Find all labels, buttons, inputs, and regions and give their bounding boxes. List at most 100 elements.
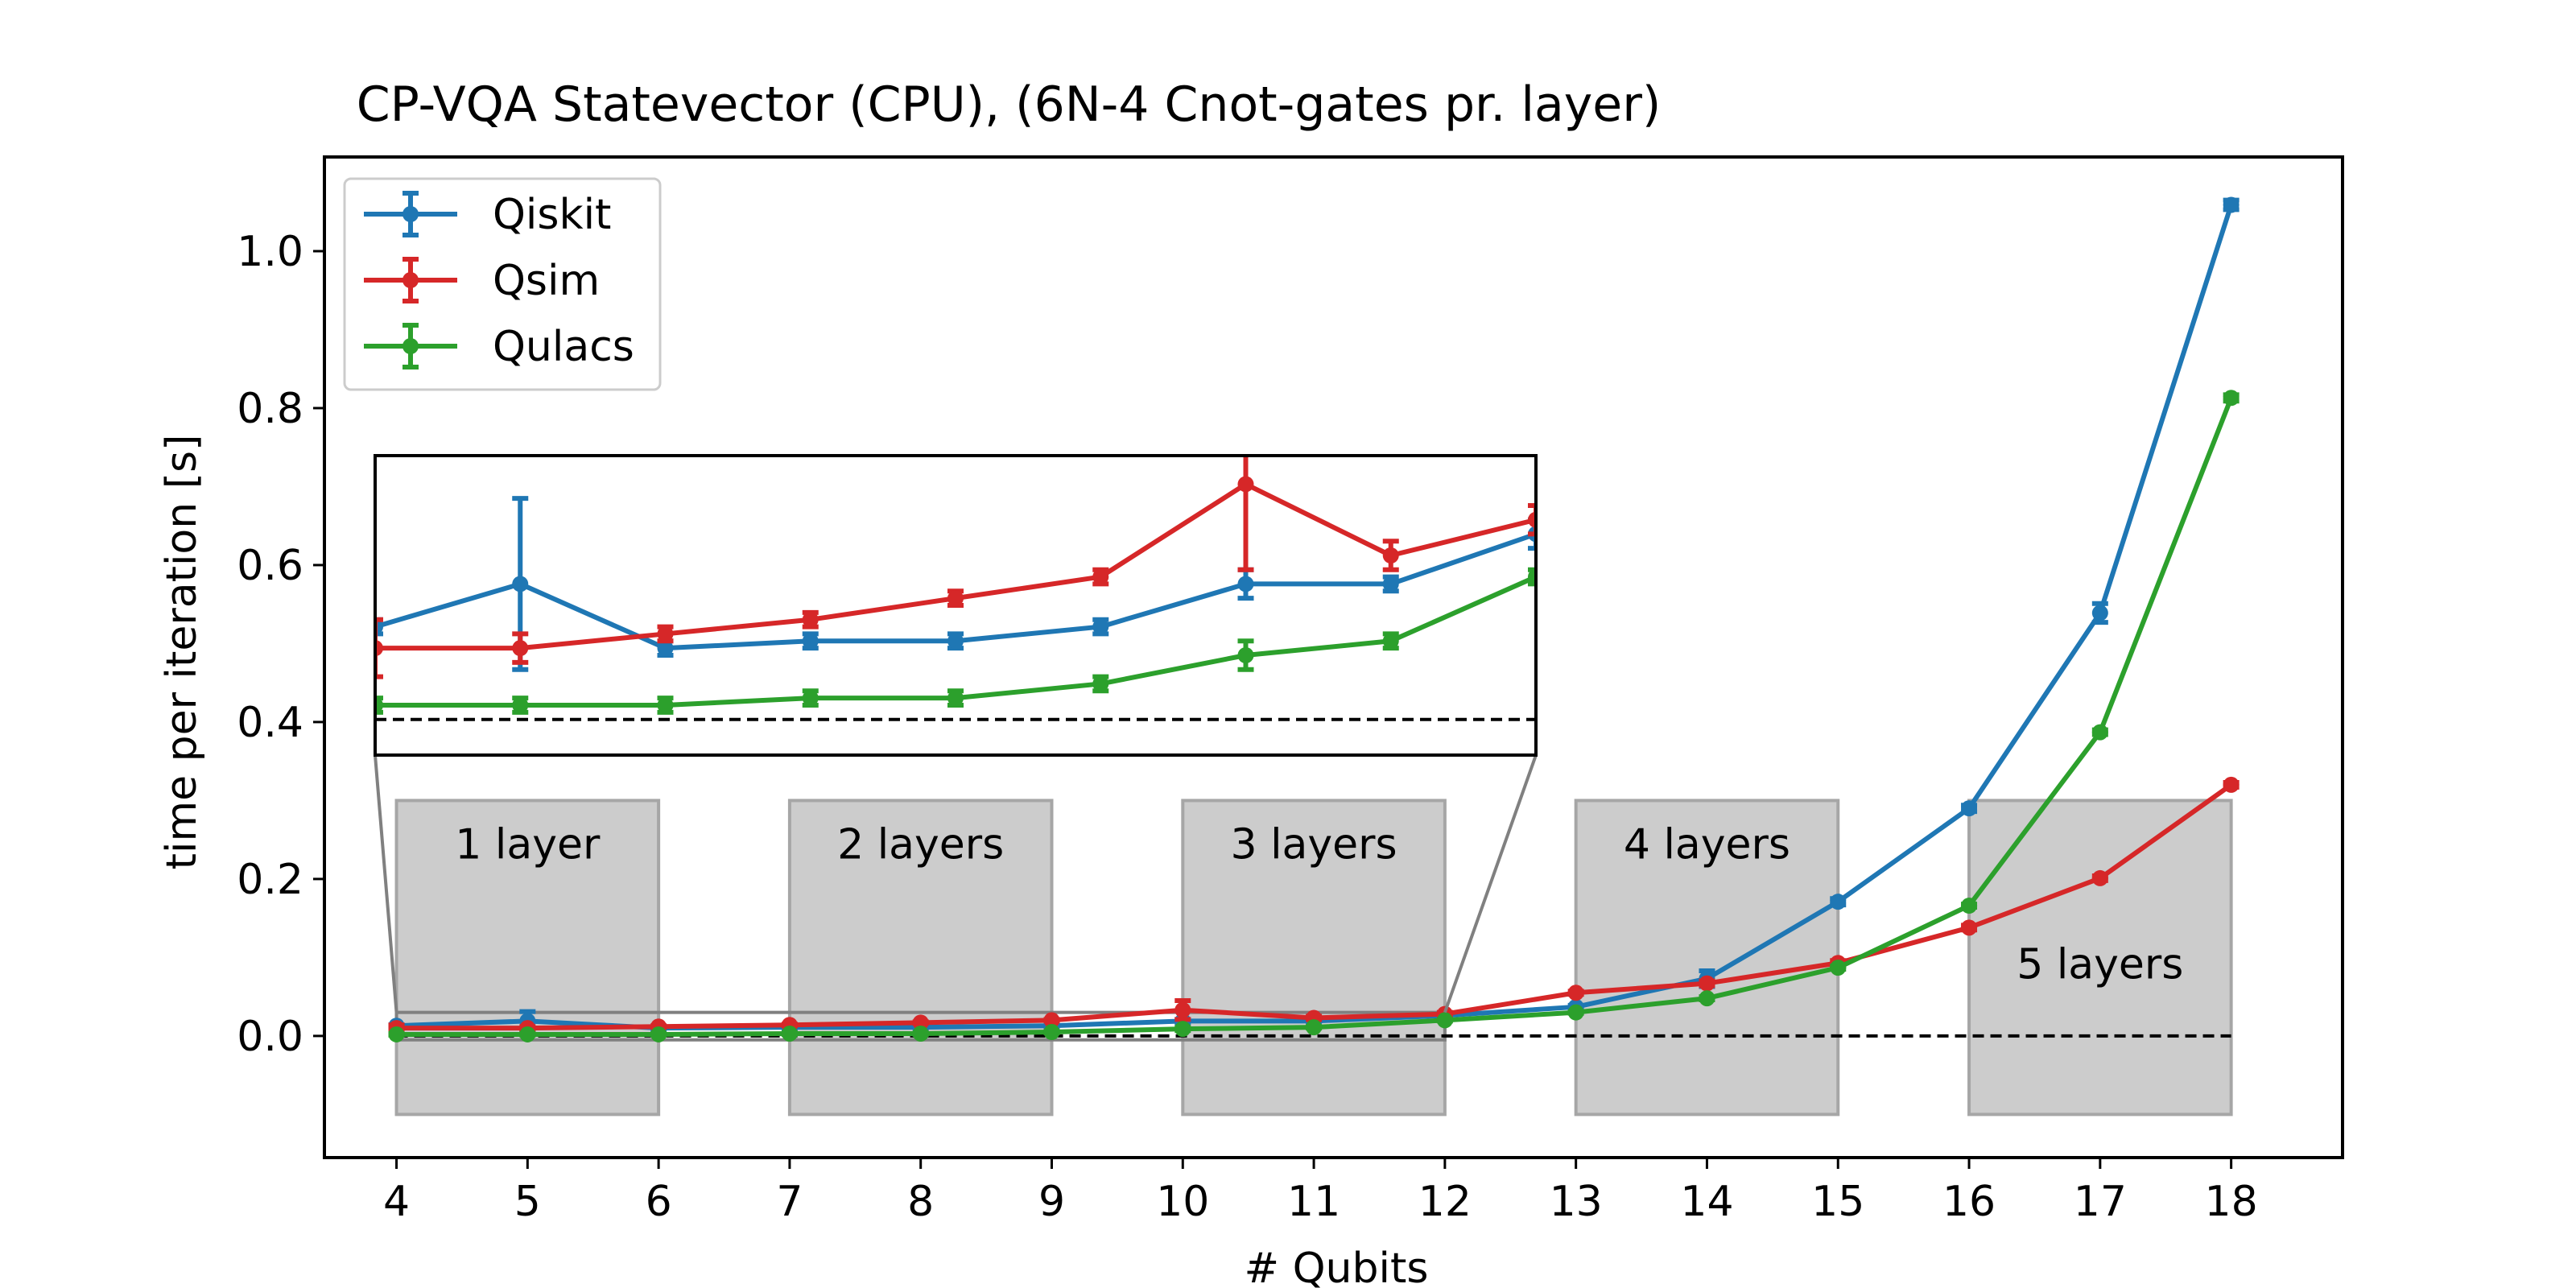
y-tick-label: 0.4: [237, 699, 303, 747]
data-point: [388, 1026, 405, 1042]
data-point: [1237, 476, 1254, 493]
data-point: [1567, 1004, 1584, 1021]
main-plot-area: 1 layer 2 layers 3 layers 4 layers 5 layers 4…: [237, 155, 2344, 1226]
data-point: [650, 1026, 667, 1042]
data-point: [802, 633, 819, 650]
data-point: [2091, 605, 2108, 621]
x-axis-label: # Qubits: [1245, 1245, 1429, 1288]
legend-marker: [402, 272, 419, 288]
data-point: [1092, 675, 1109, 692]
legend-label-qiskit: Qiskit: [493, 191, 611, 239]
x-tick-label: 12: [1418, 1178, 1472, 1226]
x-tick-label: 11: [1287, 1178, 1340, 1226]
data-point: [1174, 1001, 1191, 1018]
data-point: [1237, 647, 1254, 663]
y-tick-label: 0.8: [237, 385, 303, 433]
data-point: [2223, 776, 2240, 793]
layer-region: [787, 799, 1054, 1117]
data-point: [512, 697, 529, 713]
data-point: [1043, 1024, 1060, 1041]
data-point: [1382, 633, 1399, 650]
data-point: [375, 697, 383, 713]
data-point: [1092, 568, 1109, 585]
x-tick-label: 9: [1038, 1178, 1065, 1226]
x-tick-label: 8: [907, 1178, 934, 1226]
data-point: [2223, 390, 2240, 407]
data-point: [781, 1025, 798, 1042]
x-tick-label: 10: [1156, 1178, 1209, 1226]
legend-marker: [402, 338, 419, 354]
main-series-group: [388, 196, 2240, 1042]
data-point: [2091, 724, 2108, 741]
layer-region-label: 5 layers: [2017, 941, 2183, 989]
chart-title: CP-VQA Statevector (CPU), (6N-4 Cnot-gat…: [357, 76, 1662, 133]
zoom-connector-line: [374, 754, 398, 1013]
data-point: [2091, 869, 2108, 886]
x-tick-label: 18: [2205, 1178, 2258, 1226]
data-point: [375, 640, 383, 657]
data-point: [1528, 568, 1536, 585]
data-point: [657, 625, 674, 642]
plot-frame: [323, 155, 2344, 1159]
layer-region-label: 3 layers: [1230, 821, 1397, 869]
y-tick-label: 1.0: [237, 228, 303, 276]
data-point: [802, 611, 819, 628]
data-point: [1961, 919, 1978, 936]
x-tick-label: 4: [383, 1178, 410, 1226]
data-point: [657, 640, 674, 657]
data-point: [519, 1026, 536, 1042]
inset-frame: [374, 454, 1538, 757]
data-point: [1237, 576, 1254, 592]
x-tick-label: 5: [514, 1178, 541, 1226]
data-point: [1382, 547, 1399, 564]
data-point: [1043, 1012, 1060, 1029]
data-point: [1830, 894, 1847, 910]
data-point: [657, 697, 674, 713]
layer-region: [394, 799, 661, 1117]
layer-region-label: 1 layer: [455, 821, 601, 869]
zoom-connector-line: [1443, 754, 1538, 1013]
x-tick-label: 7: [776, 1178, 803, 1226]
data-point: [1528, 511, 1536, 528]
layer-region: [1574, 799, 1840, 1117]
y-tick-label: 0.6: [237, 542, 303, 590]
data-point: [1174, 1021, 1191, 1038]
data-point: [1382, 576, 1399, 592]
x-tick-label: 13: [1550, 1178, 1603, 1226]
data-point: [912, 1025, 929, 1042]
y-axis-label: time per iteration [s]: [158, 435, 206, 870]
x-tick-label: 15: [1811, 1178, 1864, 1226]
layer-region-label: 4 layers: [1624, 821, 1790, 869]
data-point: [512, 640, 529, 657]
data-point: [1830, 960, 1847, 976]
y-tick-label: 0.0: [237, 1013, 303, 1061]
legend-box: [343, 177, 662, 391]
data-point: [947, 590, 964, 607]
data-point: [947, 690, 964, 707]
data-point: [1699, 990, 1715, 1007]
data-point: [1092, 618, 1109, 635]
layer-region-label: 2 layers: [837, 821, 1004, 869]
legend-label-qsim: Qsim: [493, 257, 600, 305]
layer-region: [1181, 799, 1447, 1117]
inset-series-group: [375, 456, 1536, 721]
x-tick-label: 14: [1680, 1178, 1733, 1226]
legend-marker: [402, 206, 419, 222]
inset-plot-area: [374, 454, 1538, 1013]
data-point: [1961, 800, 1978, 817]
data-point: [1436, 1012, 1453, 1029]
data-point: [1306, 1019, 1323, 1036]
x-tick-label: 16: [1942, 1178, 1996, 1226]
x-tick-label: 6: [646, 1178, 672, 1226]
x-tick-label: 17: [2074, 1178, 2127, 1226]
data-point: [1699, 975, 1715, 992]
data-point: [1961, 898, 1978, 914]
data-point: [947, 633, 964, 650]
legend: Qiskit Qsim Qulacs: [343, 177, 662, 391]
data-point: [1567, 985, 1584, 1001]
data-point: [512, 576, 529, 592]
layer-region: [1967, 799, 2233, 1117]
y-tick-label: 0.2: [237, 856, 303, 904]
data-point: [802, 690, 819, 707]
